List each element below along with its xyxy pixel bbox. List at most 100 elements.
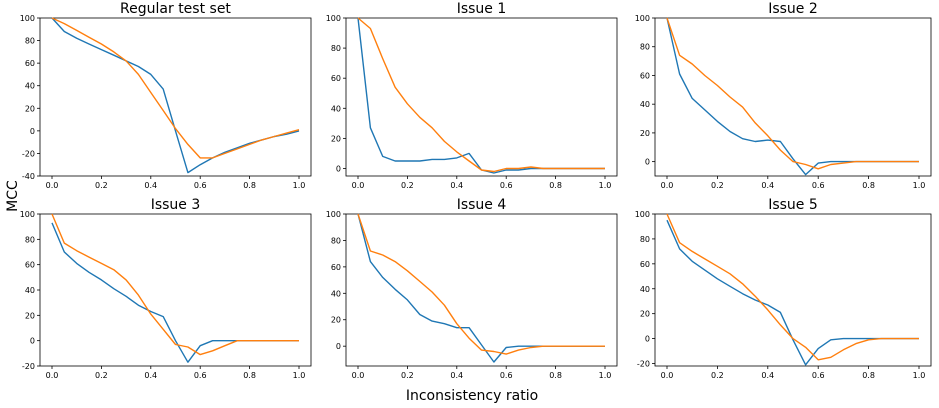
y-tick-label: 40 — [25, 286, 35, 295]
y-tick-label: 40 — [640, 100, 650, 109]
x-tick-label: 0.8 — [549, 181, 562, 190]
x-tick-label: 1.0 — [293, 181, 306, 190]
y-tick-label: 100 — [326, 14, 341, 23]
series-line-2 — [51, 213, 299, 356]
x-tick-label: 0.4 — [761, 181, 774, 190]
subplot-title: Issue 1 — [457, 1, 507, 17]
x-tick-label: 0.6 — [500, 371, 513, 380]
y-tick-label: -20 — [22, 362, 35, 371]
x-tick-label: 0.4 — [144, 371, 157, 380]
series-line-1 — [357, 213, 605, 363]
x-tick-label: 0.8 — [862, 181, 875, 190]
x-tick-label: 0.2 — [401, 181, 414, 190]
y-tick-label: 0 — [336, 342, 341, 351]
y-tick-label: 80 — [25, 235, 35, 244]
x-tick-label: 0.0 — [46, 371, 59, 380]
series-line-2 — [357, 213, 605, 355]
subplot-title: Issue 2 — [768, 1, 818, 17]
axes-frame — [345, 213, 618, 367]
series-line-1 — [666, 17, 919, 176]
axes-frame — [39, 17, 312, 177]
y-tick-label: 0 — [30, 337, 35, 346]
y-tick-label: 100 — [20, 210, 35, 219]
x-tick-label: 0.0 — [352, 371, 365, 380]
axes-frame — [39, 213, 312, 367]
y-tick-label: 20 — [25, 311, 35, 320]
x-axis-label: Inconsistency ratio — [406, 388, 538, 404]
x-tick-label: 0.8 — [549, 371, 562, 380]
y-tick-label: 80 — [640, 43, 650, 52]
y-tick-label: 20 — [25, 104, 35, 113]
subplots: Regular test set 0.0 0.2 0.4 0.6 0.8 1.0 -40 -20… — [20, 1, 932, 380]
y-tick-label: -40 — [22, 172, 35, 181]
y-tick-label: 60 — [25, 59, 35, 68]
x-tick-label: 0.2 — [95, 181, 108, 190]
y-tick-label: 80 — [331, 236, 341, 245]
subplot-title: Regular test set — [120, 1, 231, 17]
x-tick-label: 0.4 — [761, 371, 774, 380]
y-tick-label: 60 — [640, 260, 650, 269]
subplot-title: Issue 5 — [768, 197, 818, 213]
x-tick-label: 0.4 — [450, 371, 463, 380]
series-line-1 — [51, 17, 300, 174]
y-tick-label: 0 — [30, 127, 35, 136]
series-line-2 — [51, 17, 300, 159]
subplot-5: Issue 4 0.0 0.2 0.4 0.6 0.8 1.0 0 20 40 60 80 100 — [326, 197, 618, 380]
subplot-4: Issue 3 0.0 0.2 0.4 0.6 0.8 1.0 -20 0 20 40 60 80 100 — [20, 197, 312, 380]
y-tick-label: 100 — [326, 210, 341, 219]
y-tick-label: 80 — [640, 235, 650, 244]
y-axis-label: MCC — [5, 180, 21, 212]
y-tick-label: 100 — [635, 14, 650, 23]
axes-frame — [345, 17, 618, 177]
subplot-title: Issue 4 — [457, 197, 507, 213]
y-tick-label: 40 — [331, 104, 341, 113]
y-tick-label: 0 — [336, 164, 341, 173]
subplot-3: Issue 2 0.0 0.2 0.4 0.6 0.8 1.0 0 20 40 60 80 100 — [635, 1, 932, 190]
x-tick-label: 0.2 — [401, 371, 414, 380]
x-tick-label: 1.0 — [599, 371, 612, 380]
y-tick-label: 80 — [25, 37, 35, 46]
x-tick-label: 0.0 — [46, 181, 59, 190]
y-tick-label: 40 — [25, 82, 35, 91]
y-tick-label: 60 — [640, 71, 650, 80]
series-line-1 — [666, 219, 919, 366]
y-tick-label: 20 — [331, 134, 341, 143]
x-tick-label: 0.6 — [500, 181, 513, 190]
series-line-2 — [357, 17, 605, 173]
y-tick-label: 80 — [331, 44, 341, 53]
x-tick-label: 0.2 — [711, 181, 724, 190]
x-tick-label: 1.0 — [293, 371, 306, 380]
y-tick-label: 20 — [640, 129, 650, 138]
x-tick-label: 0.2 — [95, 371, 108, 380]
x-tick-label: 1.0 — [913, 371, 926, 380]
x-tick-label: 0.6 — [194, 371, 207, 380]
series-line-1 — [357, 17, 605, 174]
x-tick-label: 0.6 — [194, 181, 207, 190]
y-tick-label: 40 — [331, 289, 341, 298]
x-tick-label: 0.0 — [661, 371, 674, 380]
x-tick-label: 1.0 — [913, 181, 926, 190]
y-tick-label: 0 — [645, 335, 650, 344]
y-tick-label: 60 — [331, 263, 341, 272]
y-tick-label: 20 — [331, 316, 341, 325]
y-tick-label: 100 — [635, 210, 650, 219]
series-line-2 — [666, 17, 919, 170]
x-tick-label: 0.4 — [144, 181, 157, 190]
x-tick-label: 0.6 — [812, 181, 825, 190]
subplot-2: Issue 1 0.0 0.2 0.4 0.6 0.8 1.0 0 20 40 60 80 100 — [326, 1, 618, 190]
x-tick-label: 0.2 — [711, 371, 724, 380]
y-tick-label: 100 — [20, 14, 35, 23]
x-tick-label: 0.8 — [862, 371, 875, 380]
subplot-1: Regular test set 0.0 0.2 0.4 0.6 0.8 1.0 -40 -20… — [20, 1, 312, 190]
y-tick-label: 0 — [645, 158, 650, 167]
y-tick-label: 60 — [331, 74, 341, 83]
series-line-2 — [666, 213, 919, 361]
subplot-title: Issue 3 — [151, 197, 201, 213]
x-tick-label: 0.4 — [450, 181, 463, 190]
axes-frame — [654, 213, 932, 367]
y-tick-label: 20 — [640, 310, 650, 319]
y-tick-label: 60 — [25, 261, 35, 270]
x-tick-label: 0.0 — [352, 181, 365, 190]
x-tick-label: 0.8 — [243, 371, 256, 380]
